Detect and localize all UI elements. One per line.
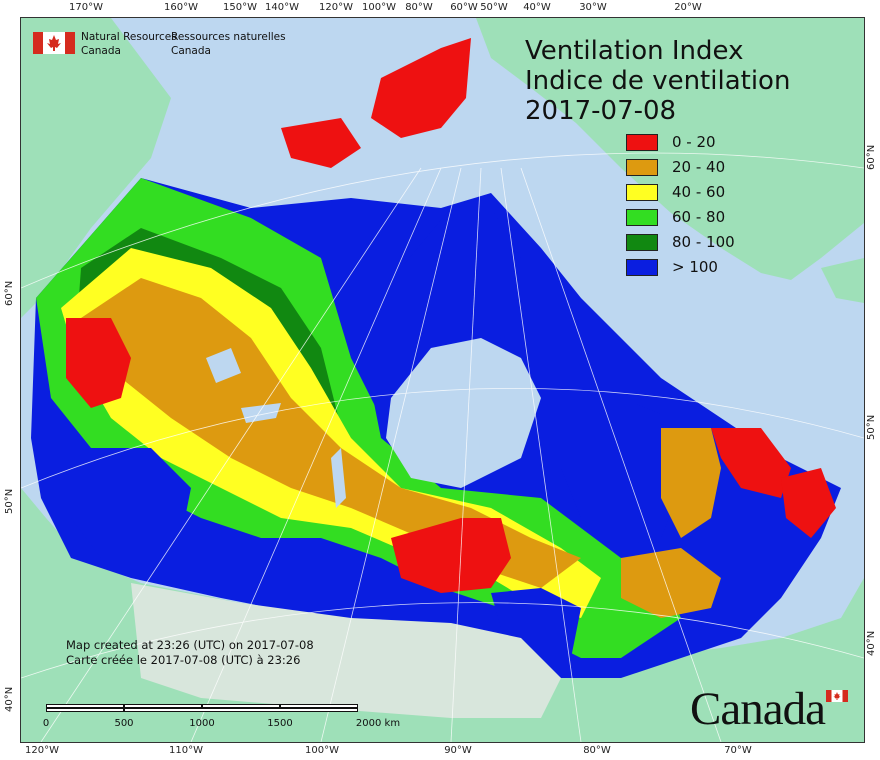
graticule-line-8 — [500, 167, 582, 742]
legend-label: 20 - 40 — [672, 158, 726, 176]
graticule-line-1 — [21, 602, 864, 679]
scale-label-2000: 2000 km — [355, 718, 401, 729]
tick-left-3: 40°N — [4, 686, 15, 712]
tick-top-1: 170°W — [69, 2, 103, 13]
tick-bottom-6: 70°W — [724, 745, 752, 756]
zone-0-20-atlantic — [781, 468, 836, 538]
wordmark-flag-right — [842, 690, 848, 702]
tick-top-9: 50°W — [480, 2, 508, 13]
scale-segment-5 — [280, 704, 358, 708]
zone-20-40-quebec-south — [621, 548, 721, 618]
hudson-bay — [386, 338, 541, 488]
tick-bottom-4: 90°W — [444, 745, 472, 756]
tick-top-4: 140°W — [265, 2, 299, 13]
tick-right-3: 40°N — [866, 630, 877, 656]
scale-segment-3 — [124, 704, 202, 708]
tick-top-11: 30°W — [579, 2, 607, 13]
graticule-line-9 — [520, 167, 722, 742]
map-date: 2017-07-08 — [525, 96, 677, 126]
agency-name-fr-line2: Canada — [171, 45, 211, 57]
tick-right-2: 50°N — [866, 414, 877, 440]
flag-left-bar — [33, 32, 43, 54]
agency-name-en-line2: Canada — [81, 45, 121, 57]
agency-name-fr-line1: Ressources naturelles — [171, 31, 286, 43]
tick-top-6: 100°W — [362, 2, 396, 13]
greenland-landmass — [476, 18, 864, 280]
legend-swatch — [626, 259, 658, 276]
tick-top-2: 160°W — [164, 2, 198, 13]
zone-0-20-west — [66, 318, 131, 408]
zone-gt100-quebec — [551, 398, 681, 548]
canada-wordmark: Canada — [690, 683, 826, 735]
tick-top-7: 80°W — [405, 2, 433, 13]
alaska-landmass — [21, 18, 171, 318]
legend-label: 60 - 80 — [672, 208, 726, 226]
credit-line-en: Map created at 23:26 (UTC) on 2017-07-08 — [66, 638, 314, 652]
scale-label-1000: 1000 — [189, 718, 215, 729]
tick-top-8: 60°W — [450, 2, 478, 13]
maple-leaf-icon — [47, 35, 61, 51]
zone-gt100-southwest — [71, 448, 201, 578]
legend-label: > 100 — [672, 258, 718, 276]
graticule-line-4 — [40, 167, 422, 742]
tick-top-10: 40°W — [523, 2, 551, 13]
wordmark-flag-left — [826, 690, 832, 702]
flag-right-bar — [65, 32, 75, 54]
agency-name-en-line1: Natural Resources — [81, 31, 177, 43]
scale-label-1500: 1500 — [267, 718, 293, 729]
scale-segment-1 — [46, 704, 124, 708]
zone-20-40-labrador — [661, 428, 721, 538]
credit-text: Map created at 23:26 (UTC) on 2017-07-08… — [66, 638, 314, 668]
graticule-line-3 — [21, 152, 864, 289]
tick-top-3: 150°W — [223, 2, 257, 13]
legend-label: 80 - 100 — [672, 233, 735, 251]
scale-label-0: 0 — [42, 718, 50, 729]
great-bear-lake — [206, 348, 241, 383]
tick-bottom-1: 120°W — [25, 745, 59, 756]
graticule-line-7 — [450, 167, 482, 742]
great-slave-lake — [241, 403, 281, 423]
credit-line-fr: Carte créée le 2017-07-08 (UTC) à 23:26 — [66, 653, 301, 667]
map-title-en: Ventilation Index — [525, 36, 744, 66]
scale-segment-6 — [124, 708, 358, 712]
tick-left-2: 50°N — [4, 488, 15, 514]
tick-left-1: 60°N — [4, 280, 15, 306]
legend-label: 40 - 60 — [672, 183, 726, 201]
zone-0-20-arctic-b — [281, 118, 361, 168]
zone-0-20-arctic — [371, 38, 471, 138]
map-title-fr: Indice de ventilation — [525, 66, 791, 96]
zone-0-20-ontario — [391, 518, 511, 593]
legend-swatch — [626, 209, 658, 226]
legend-swatch — [626, 184, 658, 201]
graticule-line-2 — [21, 388, 864, 489]
graticule-line-5 — [190, 167, 442, 742]
tick-bottom-5: 80°W — [583, 745, 611, 756]
zone-0-20-east — [711, 428, 791, 498]
tick-bottom-3: 100°W — [305, 745, 339, 756]
wordmark-maple-leaf — [833, 692, 841, 700]
tick-right-1: 60°N — [866, 144, 877, 170]
zone-20-40 — [81, 278, 581, 588]
scale-segment-2 — [46, 708, 124, 712]
legend-label: 0 - 20 — [672, 133, 716, 151]
canada-flag-icon — [33, 32, 75, 54]
tick-top-5: 120°W — [319, 2, 353, 13]
graticule-line-6 — [320, 167, 462, 742]
graticule — [21, 152, 864, 742]
scale-segment-4 — [202, 704, 280, 708]
map-frame — [20, 17, 865, 743]
ventilation-map — [21, 18, 864, 742]
scale-label-500: 500 — [114, 718, 134, 729]
legend-swatch — [626, 134, 658, 151]
legend-swatch — [626, 159, 658, 176]
usa-no-data-band — [131, 583, 561, 718]
iceland — [821, 258, 864, 303]
legend-swatch — [626, 234, 658, 251]
tick-bottom-2: 110°W — [169, 745, 203, 756]
tick-top-12: 20°W — [674, 2, 702, 13]
lake-winnipeg — [331, 448, 346, 508]
wordmark-flag-icon — [826, 690, 848, 702]
